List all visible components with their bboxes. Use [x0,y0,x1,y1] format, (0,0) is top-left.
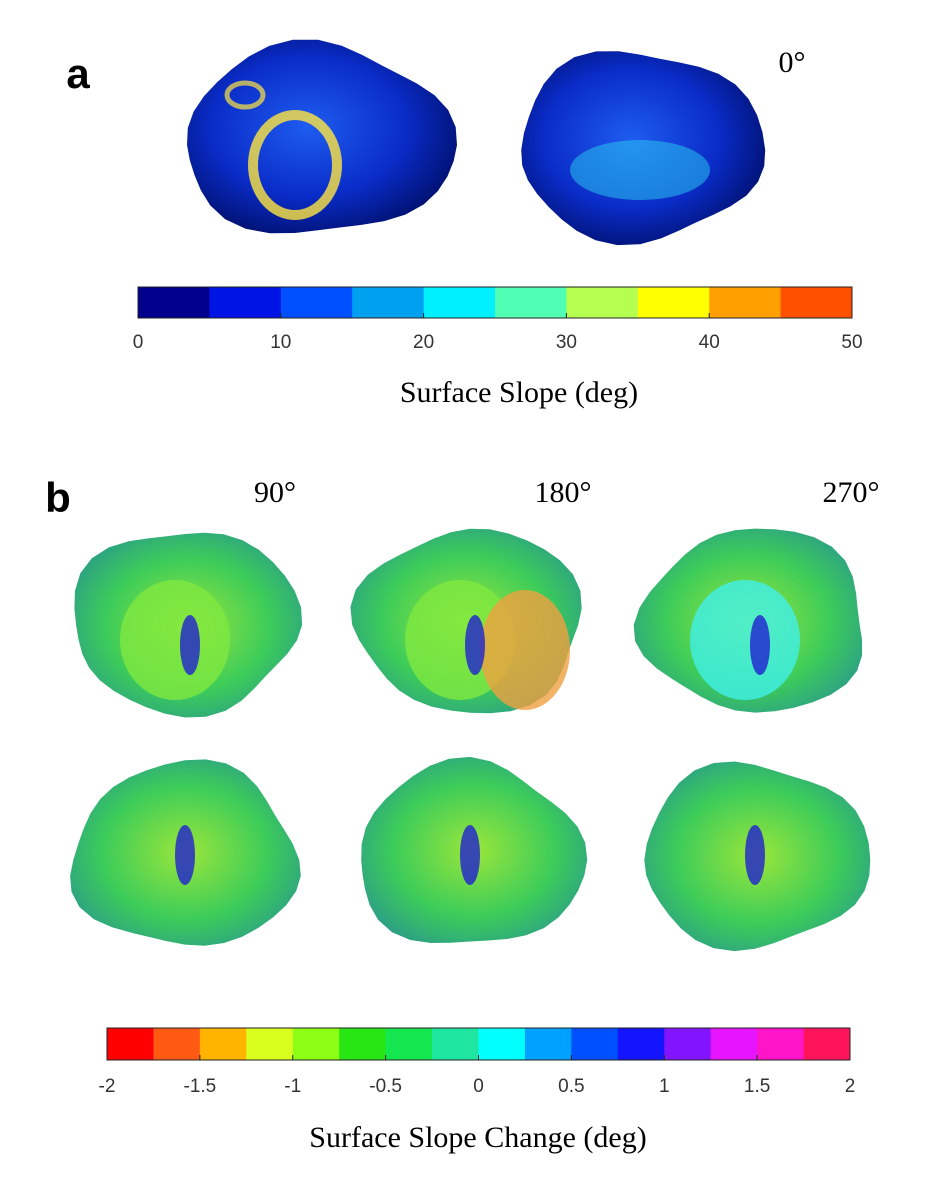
colorbar-segment [478,1028,526,1060]
crater [690,580,800,700]
tick-label: -0.5 [369,1076,402,1097]
colorbar-segment [571,1028,619,1060]
patch [175,825,195,885]
tick-label: 0 [473,1076,484,1097]
colorbar-segment [339,1028,387,1060]
colorbar-segment [757,1028,805,1060]
angle-label: 270° [823,476,880,509]
colorbar-title: Surface Slope (deg) [400,376,638,409]
colorbar-segment [199,1028,247,1060]
colorbar-segment [709,287,782,318]
patch [460,825,480,885]
colorbar-segment [495,287,567,318]
angle-label: 180° [535,476,592,509]
tick-label: 0.5 [558,1076,584,1097]
patch [570,140,710,200]
colorbar-segment [385,1028,433,1060]
colorbar-segment [432,1028,479,1060]
tick-label: 50 [841,332,862,353]
colorbar-segment [138,287,210,318]
tick-label: 40 [699,332,720,353]
colorbar-segment [107,1028,154,1060]
tick-label: 20 [413,332,434,353]
patch [465,615,485,675]
tick-label: -1 [284,1076,301,1097]
colorbar-segment [664,1028,712,1060]
patch [480,590,570,710]
colorbar-segment [209,287,282,318]
colorbar-segment [617,1028,665,1060]
tick-label: 1.5 [744,1076,770,1097]
colorbar-segment [246,1028,294,1060]
tick-label: -2 [99,1076,116,1097]
patch [180,615,200,675]
patch [745,825,765,885]
colorbar-segment [280,287,353,318]
colorbar-segment [423,287,496,318]
colorbar-segment [524,1028,572,1060]
crater [120,580,230,700]
colorbar-segment [566,287,639,318]
crater [248,110,342,220]
angle-label: 0° [779,46,806,79]
tick-label: -1.5 [184,1076,217,1097]
panel-label: a [66,50,90,97]
tick-label: 30 [556,332,577,353]
colorbar-segment [352,287,425,318]
panel-label: b [45,474,71,521]
angle-label: 90° [254,476,296,509]
colorbar-segment [780,287,853,318]
colorbar-segment [292,1028,340,1060]
asteroid-renders [70,39,871,952]
crater [224,80,266,110]
patch [750,615,770,675]
colorbar-frame [137,286,853,319]
tick-label: 10 [270,332,291,353]
colorbar-segment [153,1028,201,1060]
colorbar-title: Surface Slope Change (deg) [309,1121,646,1154]
colorbar-segment [637,287,710,318]
tick-label: 0 [133,332,144,353]
colorbar-segment [803,1028,851,1060]
colorbar-segment [710,1028,758,1060]
tick-label: 1 [659,1076,670,1097]
tick-label: 2 [845,1076,856,1097]
